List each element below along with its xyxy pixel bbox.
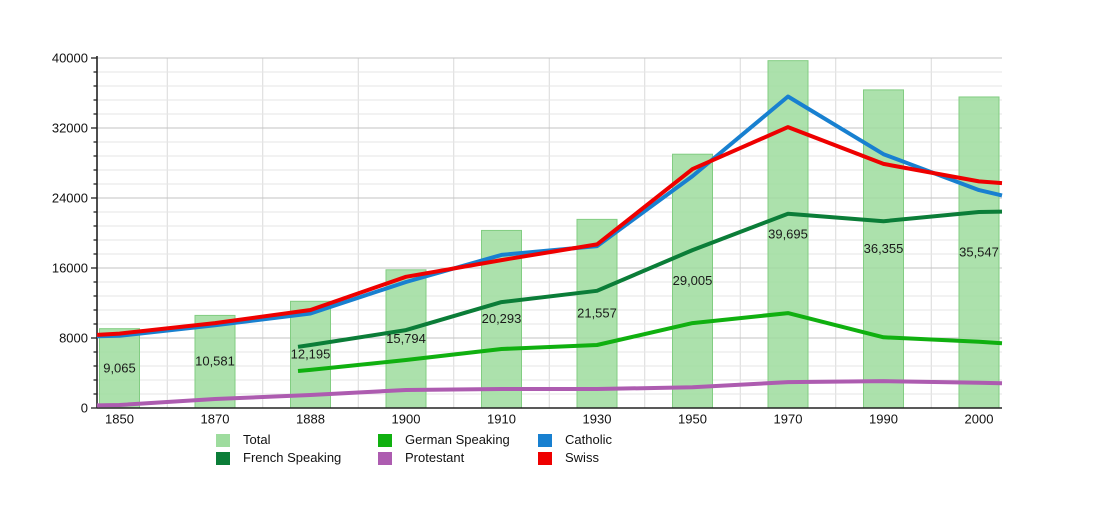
x-axis-tick-label: 1910 [487,412,516,427]
series-line-protestant [96,379,1003,408]
bar-value-label: 36,355 [864,241,904,256]
legend-item-protestant: Protestant [378,449,538,467]
y-axis-tick-label: 32000 [52,121,88,136]
total-bar [576,218,618,409]
series-line-french-speaking [297,209,1003,349]
x-axis-tick-label: 2000 [965,412,994,427]
x-axis-tick-label: 1888 [296,412,325,427]
bar-value-label: 20,293 [482,311,522,326]
bar-value-label: 35,547 [959,244,999,259]
x-axis-tick-label: 1990 [869,412,898,427]
x-axis-tick-label: 1970 [774,412,803,427]
total-bar [958,96,1000,409]
x-axis-tick-label: 1870 [201,412,230,427]
total-bar [863,89,904,409]
legend-swatch-icon [538,451,552,465]
legend-label: French Speaking [243,450,342,465]
total-bar [99,328,140,409]
legend-swatch-icon [216,433,230,447]
legend-swatch-icon [538,433,552,447]
x-axis-tick-label: 1850 [105,412,134,427]
series-line-german-speaking [297,311,1003,373]
series-line-swiss [96,125,1003,337]
legend-swatch-icon [378,451,392,465]
y-axis-tick-label: 0 [81,401,88,416]
bar-value-label: 15,794 [386,331,426,346]
legend-item-swiss: Swiss [538,449,612,467]
legend-item-catholic: Catholic [538,431,612,449]
x-axis-tick-label: 1930 [583,412,612,427]
bar-value-label: 29,005 [673,273,713,288]
bar-value-label: 10,581 [195,354,235,369]
legend-item-german-speaking: German Speaking [378,431,538,449]
y-axis-tick-label: 40000 [52,51,88,66]
legend-item-total: Total [216,431,378,449]
x-axis-tick-label: 1900 [392,412,421,427]
legend-swatch-icon [378,433,392,447]
total-bar [194,314,236,409]
bar-value-label: 9,065 [103,360,136,375]
y-axis-tick-label: 24000 [52,191,88,206]
legend-label: Total [243,432,271,447]
legend-label: Protestant [405,450,465,465]
y-axis-tick-label: 8000 [59,331,88,346]
y-axis-tick-label: 16000 [52,261,88,276]
legend-label: Swiss [565,450,599,465]
total-bar [767,60,809,409]
legend-item-french-speaking: French Speaking [216,449,378,467]
bar-value-label: 12,195 [291,347,331,362]
bar-value-label: 39,695 [768,226,808,241]
legend-label: German Speaking [405,432,510,447]
x-axis-tick-label: 1950 [678,412,707,427]
legend-label: Catholic [565,432,612,447]
total-bar [385,269,427,409]
bar-value-label: 21,557 [577,306,617,321]
chart-legend: Total French Speaking German Speaking Prote… [216,431,612,467]
legend-swatch-icon [216,451,230,465]
